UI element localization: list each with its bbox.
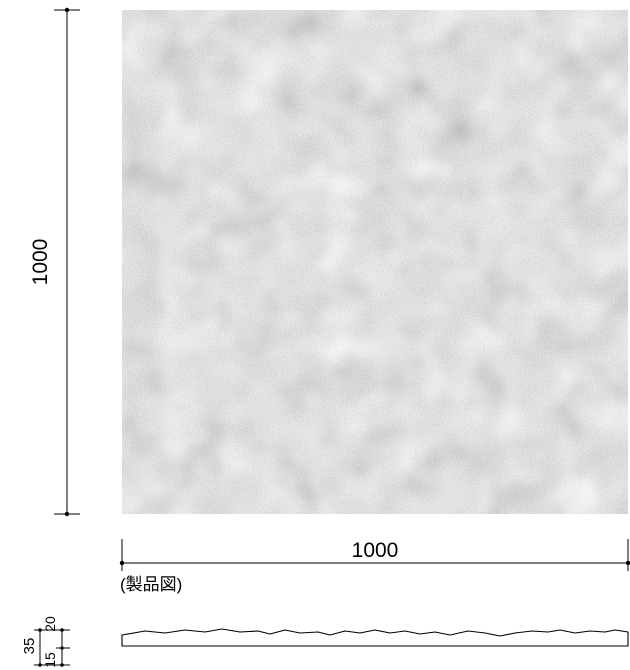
thickness-dim-dot-bottom (38, 663, 42, 667)
width-dim-start-dot (119, 560, 125, 566)
thickness-part-b-label: 20 (42, 616, 58, 632)
sub-dim-dot-top (60, 628, 64, 632)
sub-dim-dot-bottom (60, 663, 64, 667)
stone-slab-plan (122, 10, 628, 514)
thickness-part-a-label: 15 (42, 652, 58, 668)
width-dimension (121, 539, 629, 571)
drawing-caption: (製品図) (120, 575, 182, 594)
width-dim-end-dot (625, 560, 630, 566)
sub-dim-dot-mid (60, 646, 64, 650)
height-dimension-label: 1000 (29, 239, 52, 286)
thickness-total-label: 35 (21, 638, 38, 655)
thickness-dim-dot-top (38, 628, 42, 632)
height-dimension (54, 9, 80, 515)
height-dim-start-dot (64, 7, 70, 13)
width-dimension-label: 1000 (352, 539, 399, 562)
height-dim-end-dot (64, 511, 70, 517)
section-profile (121, 628, 629, 647)
